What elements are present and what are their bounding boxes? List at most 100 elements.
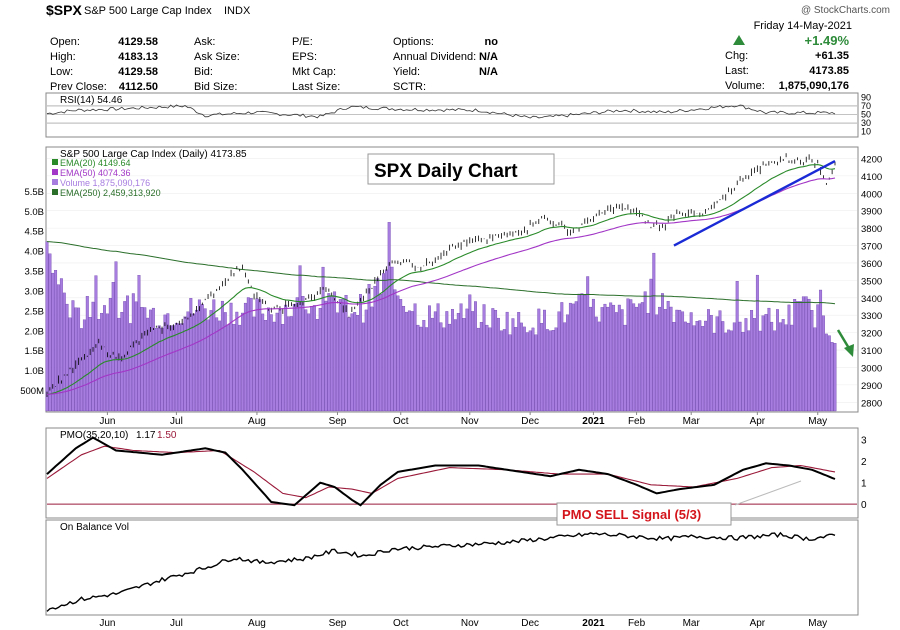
- volume-bar: [157, 325, 161, 412]
- pmo-value: 1.17: [136, 430, 156, 441]
- volume-bar: [540, 323, 544, 412]
- price-tick-label: 3800: [861, 224, 882, 235]
- quote-value: N/A: [479, 51, 498, 63]
- volume-tick-label: 2.0B: [24, 326, 44, 337]
- volume-bar: [120, 312, 124, 412]
- volume-bar: [626, 298, 630, 412]
- pmo-sell-pointer: [734, 480, 802, 506]
- volume-bar: [341, 298, 345, 412]
- volume-bar: [594, 316, 598, 412]
- quote-date: Friday 14-May-2021: [754, 20, 852, 32]
- volume-bar: [422, 320, 426, 412]
- volume-bar: [192, 313, 196, 412]
- volume-bar: [560, 302, 564, 412]
- volume-bar: [600, 307, 604, 412]
- volume-bar: [264, 320, 268, 412]
- volume-bar: [390, 266, 394, 412]
- rsi-tick-label: 50: [861, 110, 871, 120]
- volume-bar: [474, 301, 477, 412]
- volume-bar: [321, 266, 325, 412]
- volume-bar: [433, 311, 437, 412]
- volume-bar: [413, 303, 417, 412]
- volume-bar: [203, 308, 207, 412]
- volume-bar: [103, 305, 106, 412]
- volume-bar: [456, 313, 460, 412]
- quote-value: 4183.13: [118, 51, 158, 63]
- volume-bar: [373, 286, 377, 412]
- volume-bar: [54, 270, 58, 412]
- volume-bar: [238, 324, 242, 412]
- volume-bar: [704, 320, 708, 412]
- volume-bar: [781, 319, 785, 412]
- x-axis-label: May: [808, 416, 827, 427]
- pmo-tick-label: 2: [861, 457, 867, 468]
- volume-bar: [675, 309, 679, 412]
- legend-label: Volume 1,875,090,176: [60, 178, 150, 188]
- volume-bar: [215, 317, 219, 412]
- quote-label: Annual Dividend:: [393, 51, 476, 63]
- volume-bar: [721, 321, 725, 412]
- volume-bar: [186, 311, 190, 412]
- volume-bar: [209, 310, 213, 412]
- volume-bar: [169, 325, 173, 412]
- volume-bar: [376, 278, 380, 412]
- rsi-tick-label: 10: [861, 127, 871, 137]
- volume-bar: [623, 324, 627, 412]
- volume-bar: [801, 296, 805, 412]
- volume-bar: [462, 318, 466, 412]
- volume-bar: [333, 291, 337, 412]
- volume-bar: [609, 302, 613, 412]
- volume-bar: [689, 312, 693, 412]
- trendline: [673, 160, 836, 247]
- price-tick-label: 3700: [861, 242, 882, 253]
- volume-bar: [428, 305, 431, 412]
- volume-bar: [491, 308, 495, 412]
- price-tick-label: 3300: [861, 311, 882, 322]
- volume-bar: [778, 322, 782, 412]
- rsi-tick-label: 30: [861, 118, 871, 128]
- volume-bar: [807, 298, 811, 412]
- volume-bar: [430, 317, 434, 412]
- volume-bar: [520, 322, 523, 412]
- volume-bar: [637, 303, 641, 412]
- volume-bar: [149, 309, 152, 412]
- volume-bar: [686, 322, 690, 412]
- price-tick-label: 3500: [861, 276, 882, 287]
- price-tick-label: 3600: [861, 259, 882, 270]
- rsi-tick-label: 90: [861, 92, 871, 102]
- volume-bar: [445, 311, 449, 412]
- volume-bar: [108, 298, 112, 412]
- x-axis-label: Aug: [248, 416, 266, 427]
- volume-bar: [261, 313, 265, 412]
- volume-bar: [773, 330, 777, 412]
- volume-bar: [336, 312, 339, 412]
- obv-x-axis-label: Mar: [683, 618, 701, 629]
- volume-bar: [824, 333, 828, 412]
- volume-bar: [695, 321, 699, 412]
- volume-bar: [80, 328, 83, 412]
- volume-bar: [525, 332, 529, 412]
- x-axis-label: Feb: [628, 416, 646, 427]
- volume-bar: [606, 306, 610, 412]
- volume-bar: [278, 308, 282, 412]
- volume-bar: [364, 309, 368, 412]
- price-tick-label: 3100: [861, 346, 882, 357]
- volume-bar: [833, 343, 837, 412]
- x-axis-label: Jun: [99, 416, 115, 427]
- volume-bar: [479, 322, 483, 412]
- volume-bar: [505, 311, 509, 412]
- volume-bar: [597, 321, 601, 412]
- volume-bar: [629, 299, 633, 412]
- obv-x-axis-label: 2021: [582, 618, 605, 629]
- quote-label: P/E:: [292, 36, 313, 48]
- volume-bar: [571, 303, 575, 412]
- volume-bar: [243, 302, 247, 412]
- obv-x-axis-label: Feb: [628, 618, 646, 629]
- volume-bar: [65, 303, 69, 412]
- volume-bar: [310, 306, 314, 412]
- volume-bar: [508, 334, 512, 412]
- volume-bar: [405, 311, 408, 412]
- legend-label: EMA(50) 4074.36: [60, 168, 131, 178]
- volume-bar: [698, 320, 702, 412]
- volume-bar: [724, 332, 728, 412]
